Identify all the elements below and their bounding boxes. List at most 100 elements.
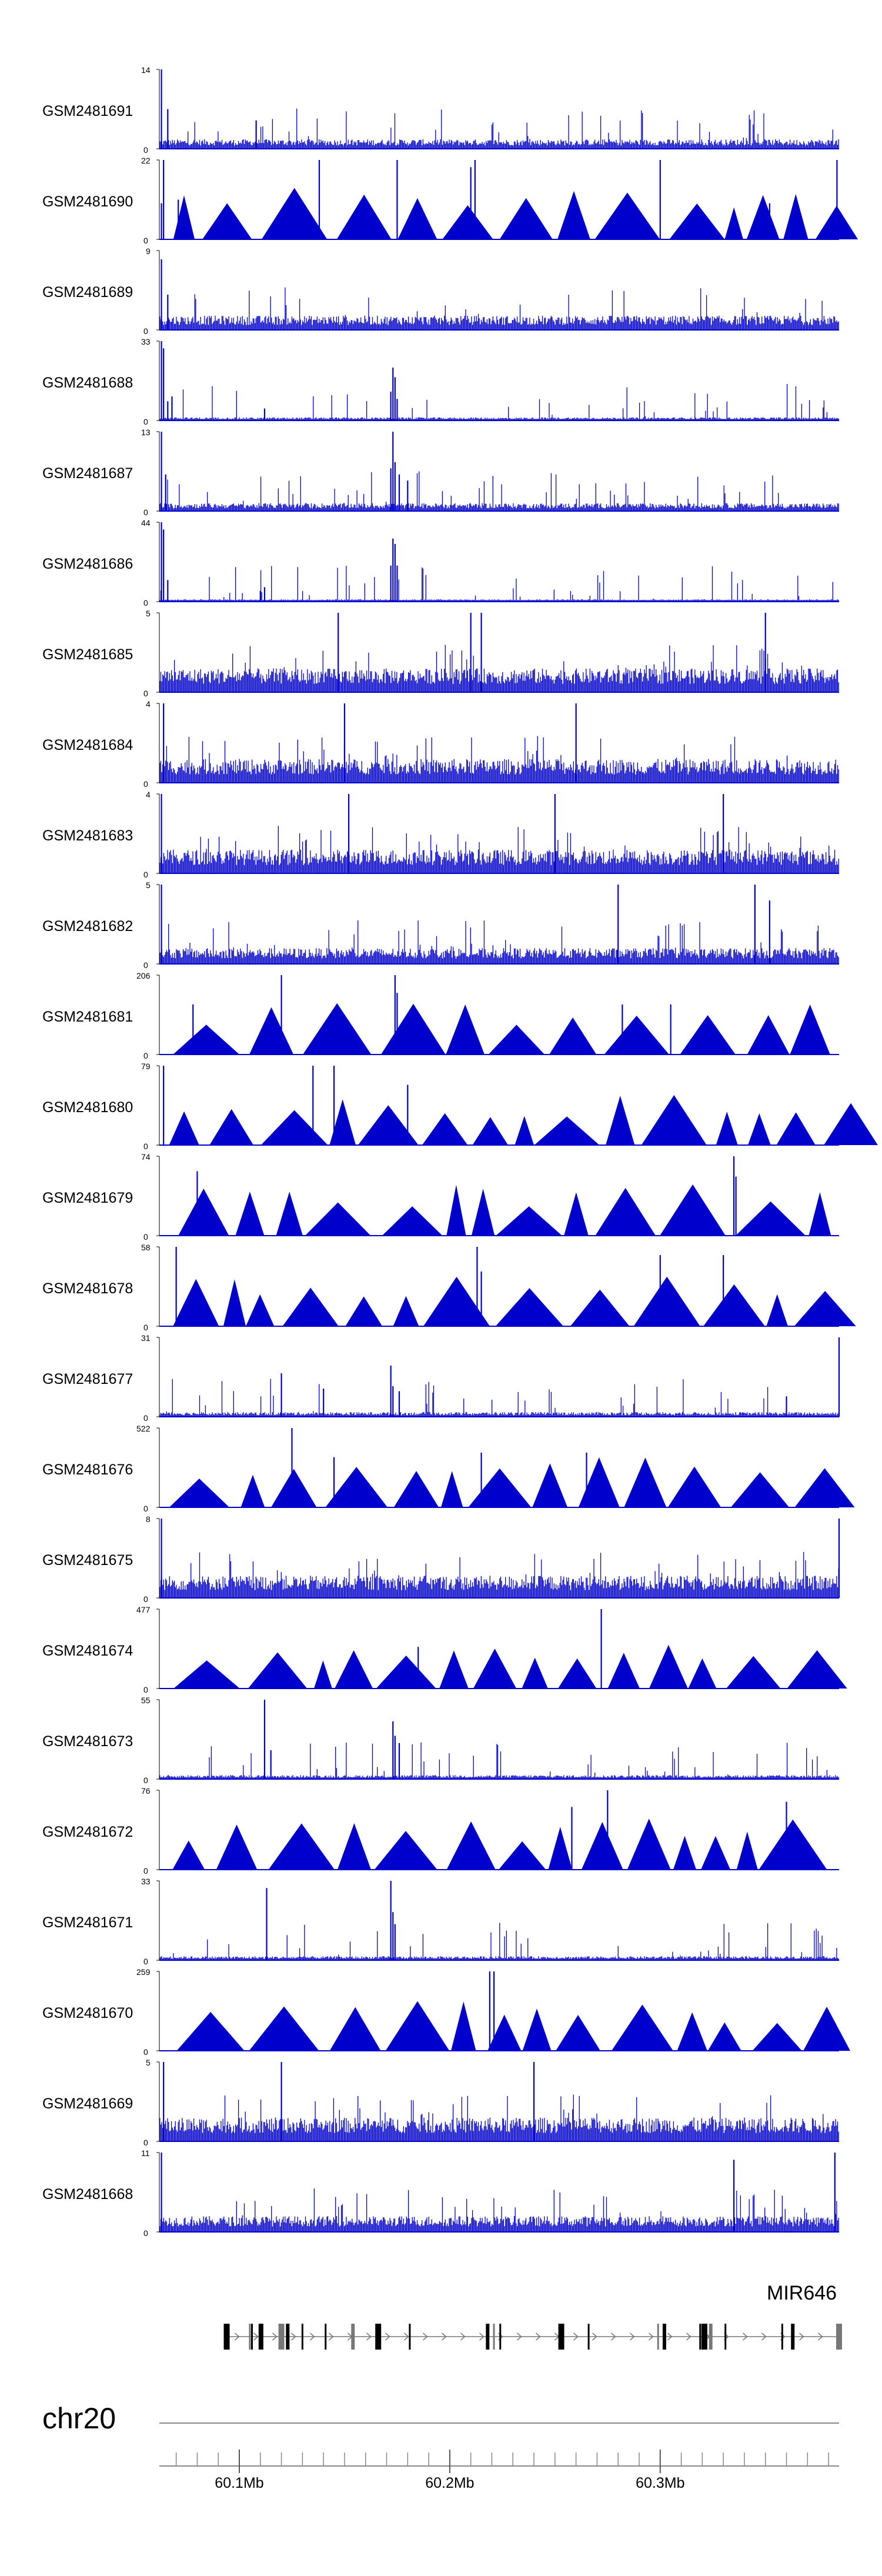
track-plot <box>156 1065 878 1146</box>
strand-chevron <box>573 2333 579 2341</box>
track-ymax-label: 31 <box>141 1333 151 1343</box>
track-label: GSM2481676 <box>42 1461 133 1478</box>
track-ymax-label: 22 <box>141 156 151 165</box>
track-label: GSM2481687 <box>42 465 133 482</box>
track-ymax-label: 4 <box>146 790 151 799</box>
track-ymin-label: 0 <box>143 2138 148 2147</box>
gene-exon <box>836 2324 842 2350</box>
track-GSM2481690: GSM2481690 22 0 <box>0 156 882 247</box>
strand-chevron <box>366 2333 372 2341</box>
strand-chevron <box>329 2333 334 2341</box>
gene-exon <box>249 2324 251 2350</box>
strand-chevron <box>649 2333 654 2341</box>
axis-tick-label: 60.3Mb <box>636 2475 685 2491</box>
track-label: GSM2481678 <box>42 1280 133 1297</box>
track-ymax-label: 55 <box>141 1696 151 1705</box>
coverage-bars <box>159 2188 839 2232</box>
track-plot <box>156 69 839 149</box>
strand-chevron <box>272 2333 278 2341</box>
track-plot <box>156 1609 847 1689</box>
coverage-bars <box>159 1923 839 1960</box>
gene-exon <box>301 2324 303 2350</box>
gene-exon <box>791 2324 795 2350</box>
coverage-area <box>176 2001 850 2051</box>
track-plot <box>156 612 839 693</box>
track-ymin-label: 0 <box>143 870 148 879</box>
strand-chevron <box>423 2333 428 2341</box>
genome-axis <box>159 2422 839 2473</box>
track-plot <box>156 159 858 240</box>
coverage-bars <box>159 645 839 692</box>
track-ymin-label: 0 <box>143 236 148 245</box>
track-GSM2481686: GSM2481686 44 0 <box>0 518 882 609</box>
coverage-bars <box>159 471 839 511</box>
track-ymax-label: 13 <box>141 428 151 437</box>
gene-exon <box>499 2324 502 2350</box>
track-GSM2481689: GSM2481689 9 0 <box>0 246 882 338</box>
track-label: GSM2481686 <box>42 556 133 572</box>
track-ymax-label: 79 <box>141 1062 151 1071</box>
track-ymax-label: 5 <box>146 609 151 618</box>
track-GSM2481688: GSM2481688 33 0 <box>0 337 882 428</box>
track-ymax-label: 5 <box>146 880 151 890</box>
track-plot <box>156 2061 839 2142</box>
track-ymin-label: 0 <box>143 1413 148 1423</box>
track-ymax-label: 8 <box>146 1514 151 1524</box>
track-ymax-label: 9 <box>146 246 151 256</box>
track-label: GSM2481673 <box>42 1733 133 1750</box>
track-GSM2481685: GSM2481685 5 0 <box>0 609 882 700</box>
track-GSM2481670: GSM2481670 259 0 <box>0 1967 882 2058</box>
gene-exon <box>250 2324 253 2350</box>
track-ymax-label: 58 <box>141 1243 151 1252</box>
gene-exon <box>493 2324 495 2350</box>
coverage-area <box>173 1276 856 1326</box>
coverage-bars <box>159 1551 839 1598</box>
track-plot <box>156 884 839 965</box>
strand-chevron <box>291 2333 296 2341</box>
strand-chevron <box>592 2333 597 2341</box>
coverage-bars <box>159 108 839 149</box>
track-label: GSM2481690 <box>42 193 133 210</box>
track-plot <box>156 250 839 331</box>
coverage-bars <box>159 287 839 330</box>
track-ymin-label: 0 <box>143 779 148 789</box>
track-ymin-label: 0 <box>143 1957 148 1966</box>
coverage-bars <box>159 1742 839 1779</box>
strand-chevron <box>253 2333 259 2341</box>
track-GSM2481678: GSM2481678 58 0 <box>0 1243 882 1334</box>
gene-exon <box>375 2324 382 2350</box>
coverage-bars <box>159 1379 839 1417</box>
track-label: GSM2481668 <box>42 2186 133 2203</box>
strand-chevron <box>404 2333 409 2341</box>
gene-exon <box>699 2324 701 2350</box>
track-ymin-label: 0 <box>143 508 148 517</box>
strand-chevron <box>460 2333 466 2341</box>
coverage-area <box>173 1644 847 1689</box>
gene-exon <box>657 2324 659 2350</box>
coverage-area <box>169 1095 878 1145</box>
track-GSM2481684: GSM2481684 4 0 <box>0 699 882 790</box>
coverage-area <box>172 1818 827 1870</box>
track-label: GSM2481684 <box>42 737 133 753</box>
track-ymin-label: 0 <box>143 598 148 608</box>
track-label: GSM2481681 <box>42 1009 133 1025</box>
coverage-bars <box>159 826 839 873</box>
strand-chevron <box>667 2333 673 2341</box>
track-ymin-label: 0 <box>143 1051 148 1060</box>
track-label: GSM2481689 <box>42 284 133 301</box>
track-label: GSM2481670 <box>42 2005 133 2021</box>
track-label: GSM2481679 <box>42 1190 133 1206</box>
coverage-area <box>169 1457 855 1507</box>
track-ymin-label: 0 <box>143 2228 148 2238</box>
strand-chevron <box>630 2333 635 2341</box>
track-label: GSM2481682 <box>42 918 133 935</box>
gene-exon <box>223 2324 230 2350</box>
track-label: GSM2481677 <box>42 1371 133 1387</box>
gene-exon <box>587 2324 590 2350</box>
gene-exon <box>258 2324 262 2350</box>
track-ymax-label: 33 <box>141 337 151 346</box>
track-GSM2481691: GSM2481691 14 0 <box>0 65 882 156</box>
track-plot <box>156 1699 839 1780</box>
track-GSM2481681: GSM2481681 206 0 <box>0 971 882 1062</box>
